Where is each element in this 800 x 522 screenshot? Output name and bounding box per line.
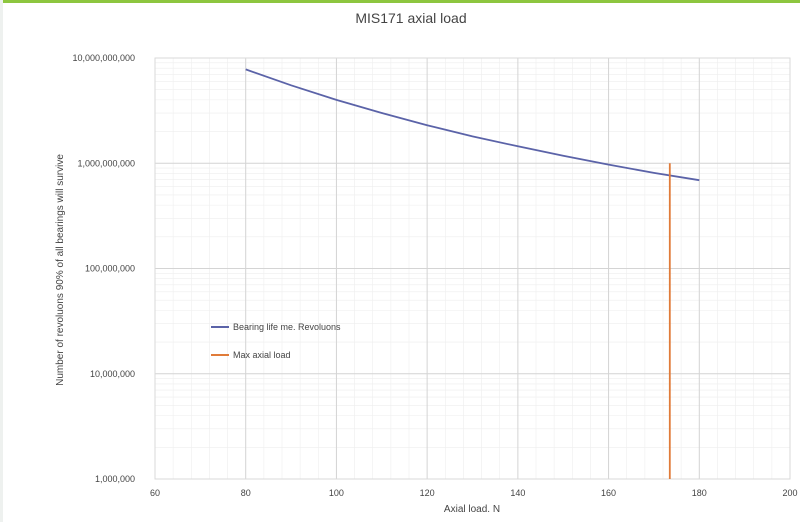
legend: Bearing life me. Revoluons Max axial load (211, 322, 341, 360)
x-tick-label: 180 (692, 488, 707, 498)
x-tick-label: 80 (241, 488, 251, 498)
x-tick-label: 160 (601, 488, 616, 498)
y-tick-label: 1,000,000,000 (77, 158, 135, 168)
left-edge-bar (0, 0, 3, 522)
x-tick-label: 120 (420, 488, 435, 498)
chart-title: MIS171 axial load (355, 10, 466, 26)
y-axis-title: Number of revoluons 90% of all bearings … (55, 154, 66, 386)
top-accent-bar (0, 0, 800, 3)
x-tick-label: 100 (329, 488, 344, 498)
y-tick-label: 10,000,000,000 (72, 53, 135, 63)
x-tick-label: 200 (782, 488, 797, 498)
y-tick-label: 100,000,000 (85, 264, 135, 274)
plot-area-frame (154, 57, 791, 480)
legend-label: Bearing life me. Revoluons (233, 322, 341, 332)
x-axis-ticks: 60 80 100 120 140 160 180 200 (150, 488, 798, 498)
x-axis-title: Axial load. N (444, 504, 500, 515)
bearing-life-line (245, 68, 700, 182)
x-tick-label: 140 (510, 488, 525, 498)
x-tick-label: 60 (150, 488, 160, 498)
series-layer (245, 68, 700, 479)
y-tick-label: 10,000,000 (90, 369, 135, 379)
y-axis-ticks: 1,000,000 10,000,000 100,000,000 1,000,000,… (72, 53, 135, 484)
legend-label: Max axial load (233, 350, 291, 360)
y-tick-label: 1,000,000 (95, 474, 135, 484)
